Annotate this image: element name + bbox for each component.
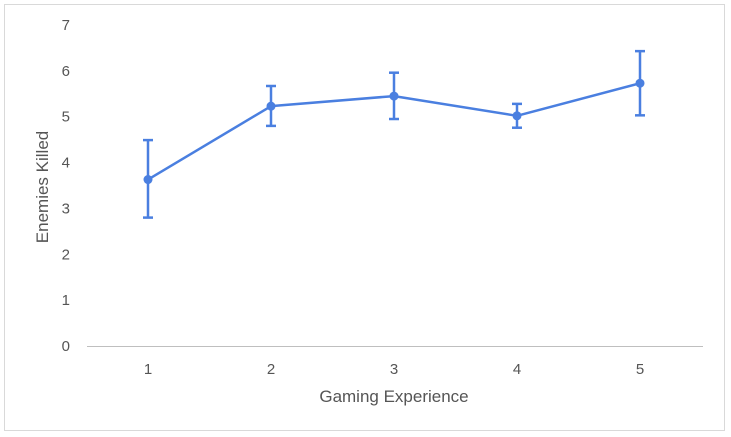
y-axis-title: Enemies Killed bbox=[33, 131, 52, 243]
data-point bbox=[143, 175, 153, 185]
y-tick-label: 5 bbox=[62, 109, 70, 126]
x-tick-labels: 1 2 3 4 5 bbox=[144, 361, 644, 378]
data-points bbox=[143, 78, 645, 185]
data-point bbox=[389, 91, 399, 101]
y-tick-label: 3 bbox=[62, 200, 70, 217]
y-tick-label: 6 bbox=[62, 63, 70, 80]
y-tick-label: 2 bbox=[62, 246, 70, 263]
y-tick-label: 7 bbox=[62, 17, 70, 34]
x-tick-label: 1 bbox=[144, 361, 152, 378]
data-point bbox=[266, 101, 276, 111]
data-point bbox=[635, 78, 645, 88]
y-tick-label: 0 bbox=[62, 338, 70, 355]
y-tick-label: 4 bbox=[62, 155, 70, 172]
data-point bbox=[512, 111, 522, 121]
x-tick-label: 3 bbox=[390, 361, 398, 378]
x-axis-title: Gaming Experience bbox=[319, 387, 468, 406]
x-tick-label: 2 bbox=[267, 361, 275, 378]
y-tick-label: 1 bbox=[62, 292, 70, 309]
y-axis: 0 1 2 3 4 5 6 7 bbox=[62, 17, 70, 355]
chart-frame bbox=[4, 4, 725, 431]
x-tick-label: 4 bbox=[513, 361, 521, 378]
error-bars bbox=[143, 49, 645, 219]
x-tick-label: 5 bbox=[636, 361, 644, 378]
